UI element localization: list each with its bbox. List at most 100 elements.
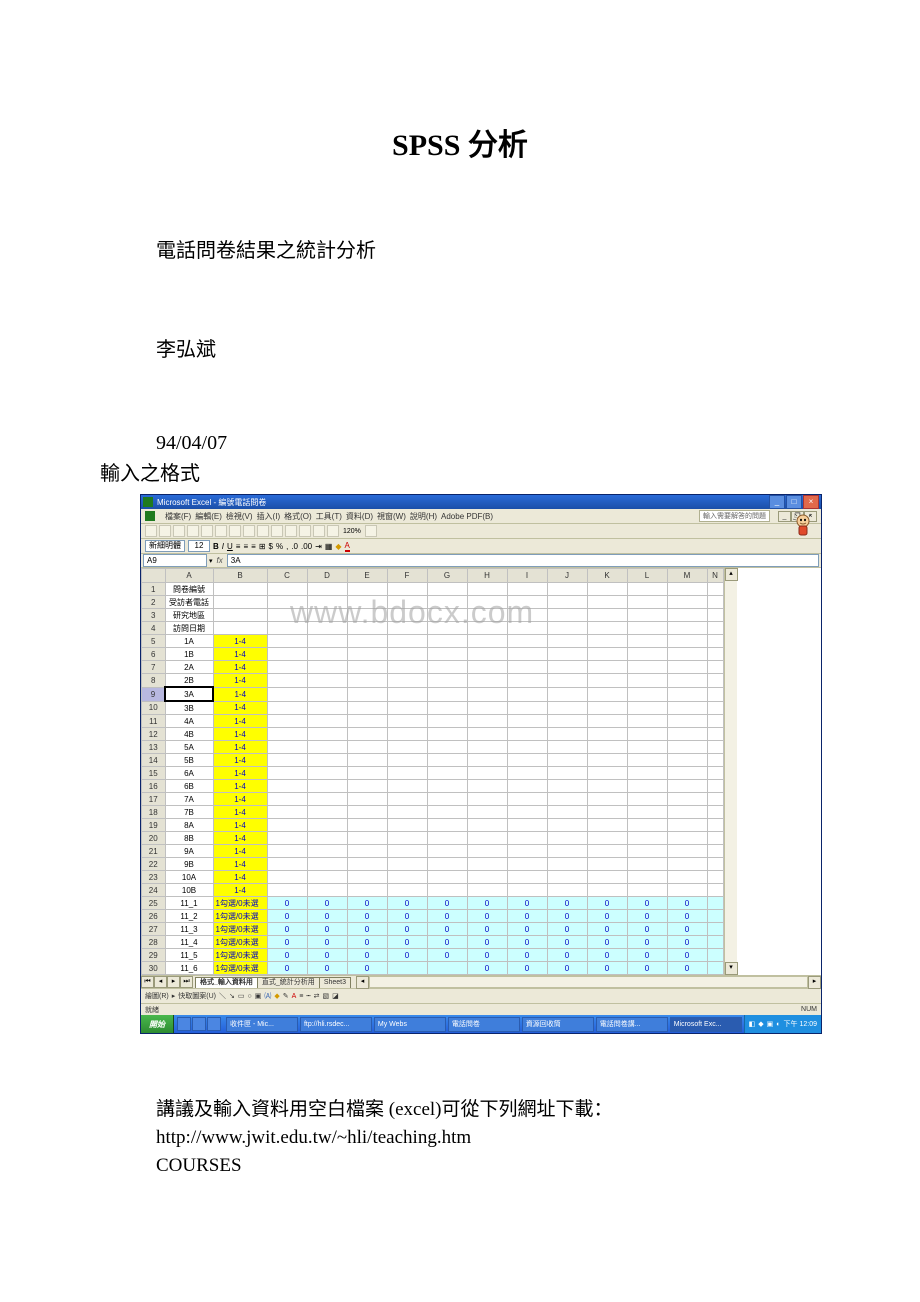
cell[interactable] [587,728,627,741]
cell[interactable] [707,715,723,728]
cell[interactable] [667,715,707,728]
cell[interactable]: 0 [307,897,347,910]
cell[interactable]: 0 [587,936,627,949]
ql-app-icon[interactable] [207,1017,221,1031]
cell[interactable] [587,832,627,845]
row-header[interactable]: 15 [142,767,166,780]
cell[interactable]: 0 [307,923,347,936]
cell[interactable] [547,715,587,728]
cell[interactable]: 6A [165,767,213,780]
cell[interactable] [213,583,267,596]
cell[interactable]: 3B [165,701,213,715]
cell[interactable]: 0 [427,910,467,923]
cell[interactable] [667,754,707,767]
cell[interactable] [387,596,427,609]
cell[interactable]: 0 [427,923,467,936]
row-header[interactable]: 21 [142,845,166,858]
align-right-icon[interactable]: ≡ [251,542,256,551]
cell[interactable] [427,583,467,596]
cell[interactable] [667,622,707,635]
cell[interactable] [307,754,347,767]
cell[interactable] [507,858,547,871]
cell[interactable] [267,674,307,688]
cell[interactable] [707,661,723,674]
cell[interactable] [547,819,587,832]
tb-undo-icon[interactable] [271,525,283,537]
cell[interactable] [707,648,723,661]
row-header[interactable]: 19 [142,819,166,832]
cell[interactable] [307,845,347,858]
row-header[interactable]: 8 [142,674,166,688]
cell[interactable]: 4B [165,728,213,741]
cell[interactable]: 0 [387,910,427,923]
cell[interactable] [307,674,347,688]
cell[interactable] [347,728,387,741]
cell[interactable] [307,661,347,674]
cell[interactable]: 0 [467,897,507,910]
cell[interactable] [507,884,547,897]
taskbar-task[interactable]: Microsoft Exc... [670,1017,742,1032]
cell[interactable]: 0 [547,923,587,936]
cell[interactable] [507,687,547,701]
cell[interactable]: 0 [467,923,507,936]
merge-icon[interactable]: ⊞ [259,542,266,551]
row-header[interactable]: 18 [142,806,166,819]
cell[interactable]: 1-4 [213,741,267,754]
cell[interactable]: 0 [507,897,547,910]
cell[interactable] [587,806,627,819]
cell[interactable]: 0 [507,910,547,923]
cell[interactable]: 0 [387,897,427,910]
cell[interactable] [707,622,723,635]
autoshapes-label[interactable]: 快取圖案(U) [178,991,216,1001]
cell[interactable] [267,754,307,767]
cell[interactable] [707,819,723,832]
cell[interactable] [667,661,707,674]
cell[interactable]: 0 [387,923,427,936]
cell[interactable] [707,754,723,767]
cell[interactable] [267,583,307,596]
cell[interactable] [707,635,723,648]
cell[interactable] [267,648,307,661]
tab-nav-next-icon[interactable]: ▸ [167,976,180,988]
cell[interactable] [427,884,467,897]
cell[interactable] [467,845,507,858]
cell[interactable]: 6B [165,780,213,793]
cell[interactable]: 受訪者電話 [165,596,213,609]
cell[interactable] [627,622,667,635]
cell[interactable] [427,741,467,754]
cell[interactable] [427,806,467,819]
cell[interactable]: 1-4 [213,767,267,780]
line-color-tool-icon[interactable]: ✎ [283,992,289,1000]
cell[interactable] [467,741,507,754]
cell[interactable] [587,767,627,780]
cell[interactable] [467,622,507,635]
cell[interactable]: 1勾選/0未選 [213,910,267,923]
cell[interactable]: 1-4 [213,806,267,819]
cell[interactable]: 0 [387,936,427,949]
row-header[interactable]: 6 [142,648,166,661]
cell[interactable] [707,884,723,897]
cell[interactable]: 0 [347,936,387,949]
column-header[interactable]: I [507,569,547,583]
doc-minimize-button[interactable]: _ [778,511,791,522]
cell[interactable] [547,648,587,661]
cell[interactable] [307,728,347,741]
cell[interactable] [347,767,387,780]
cell[interactable] [307,767,347,780]
cell[interactable]: 0 [627,949,667,962]
underline-button[interactable]: U [227,542,233,551]
cell[interactable] [667,806,707,819]
formula-bar[interactable]: 3A [227,554,819,567]
cell[interactable] [507,661,547,674]
align-center-icon[interactable]: ≡ [243,542,248,551]
cell[interactable] [667,767,707,780]
cell[interactable]: 1-4 [213,884,267,897]
row-header[interactable]: 22 [142,858,166,871]
cell[interactable] [267,832,307,845]
cell[interactable]: 1-4 [213,674,267,688]
cell[interactable] [667,819,707,832]
cell[interactable]: 9A [165,845,213,858]
cell[interactable]: 0 [427,949,467,962]
cell[interactable] [707,780,723,793]
dec-decimal-icon[interactable]: .00 [301,542,312,551]
